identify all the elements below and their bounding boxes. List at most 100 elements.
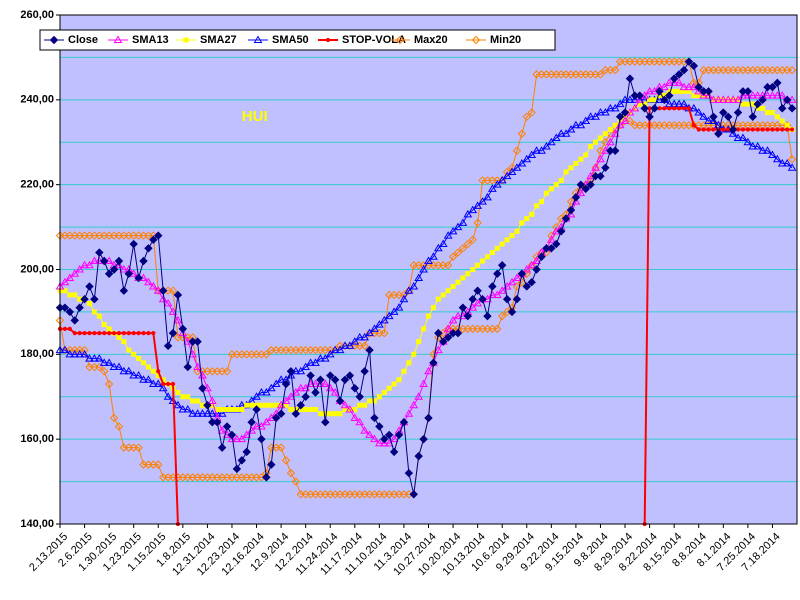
marker [522,154,532,163]
marker [414,451,423,461]
marker [399,294,409,303]
marker [134,443,143,452]
marker [131,351,137,357]
marker [261,388,271,396]
marker [497,286,507,294]
marker [615,99,625,108]
marker [583,152,589,158]
marker [429,350,438,359]
marker [694,108,704,116]
marker [262,473,271,482]
marker [748,112,757,122]
marker [527,261,536,270]
marker [721,127,726,132]
marker [345,341,355,349]
marker [311,358,320,366]
marker [409,281,419,290]
marker [188,349,198,358]
marker [509,233,515,239]
marker [131,331,136,336]
marker [77,331,82,336]
marker [401,368,407,374]
marker [214,406,220,412]
marker [70,349,80,358]
y-tick-label: 140,00 [20,518,54,530]
marker [404,468,414,478]
marker [335,396,345,406]
marker [493,269,502,278]
marker [718,95,728,103]
marker [190,398,196,404]
marker [371,398,377,404]
marker [527,260,537,269]
marker [448,252,458,261]
marker [178,404,188,413]
marker [775,127,780,132]
marker [430,305,436,311]
marker [755,127,760,132]
marker [601,138,610,147]
marker [183,37,189,43]
marker [345,404,355,413]
marker [543,190,549,196]
marker [602,131,608,137]
marker [429,358,438,368]
marker [547,244,556,253]
marker [434,328,443,338]
marker [772,91,782,99]
marker [312,406,318,412]
marker [198,409,207,417]
marker [266,383,276,392]
marker [517,158,527,167]
marker [94,354,104,362]
legend-label: Min20 [490,34,521,46]
marker [671,88,677,94]
marker [782,95,792,105]
marker [507,277,517,286]
marker [188,409,198,417]
marker [286,367,296,376]
marker [370,413,379,423]
marker [714,129,723,138]
marker [773,78,782,88]
marker [522,282,531,291]
marker [406,360,412,366]
marker [784,122,790,128]
marker [104,269,114,278]
marker [473,298,483,307]
marker [448,226,458,235]
marker [394,430,404,440]
marker [760,127,765,132]
marker [470,267,476,272]
marker [134,273,143,283]
marker [376,394,382,400]
marker [116,331,122,336]
marker [217,409,227,417]
marker [75,349,85,358]
marker [113,35,123,43]
marker [207,396,217,404]
marker [80,349,89,358]
marker [610,103,620,112]
marker [552,222,561,232]
series-line [60,99,793,415]
marker [271,413,281,423]
marker [350,413,360,421]
marker [261,417,271,426]
marker [504,237,510,243]
marker [768,91,777,99]
marker [455,279,461,285]
marker [468,294,477,304]
marker [610,146,620,155]
marker [676,106,682,111]
y-tick-label: 160,00 [20,433,54,445]
marker [478,197,487,205]
marker [711,127,716,132]
marker [360,332,369,341]
marker [193,337,202,346]
marker [149,235,158,245]
marker [311,379,320,388]
marker [271,379,281,388]
marker [224,406,230,412]
marker [375,422,384,431]
